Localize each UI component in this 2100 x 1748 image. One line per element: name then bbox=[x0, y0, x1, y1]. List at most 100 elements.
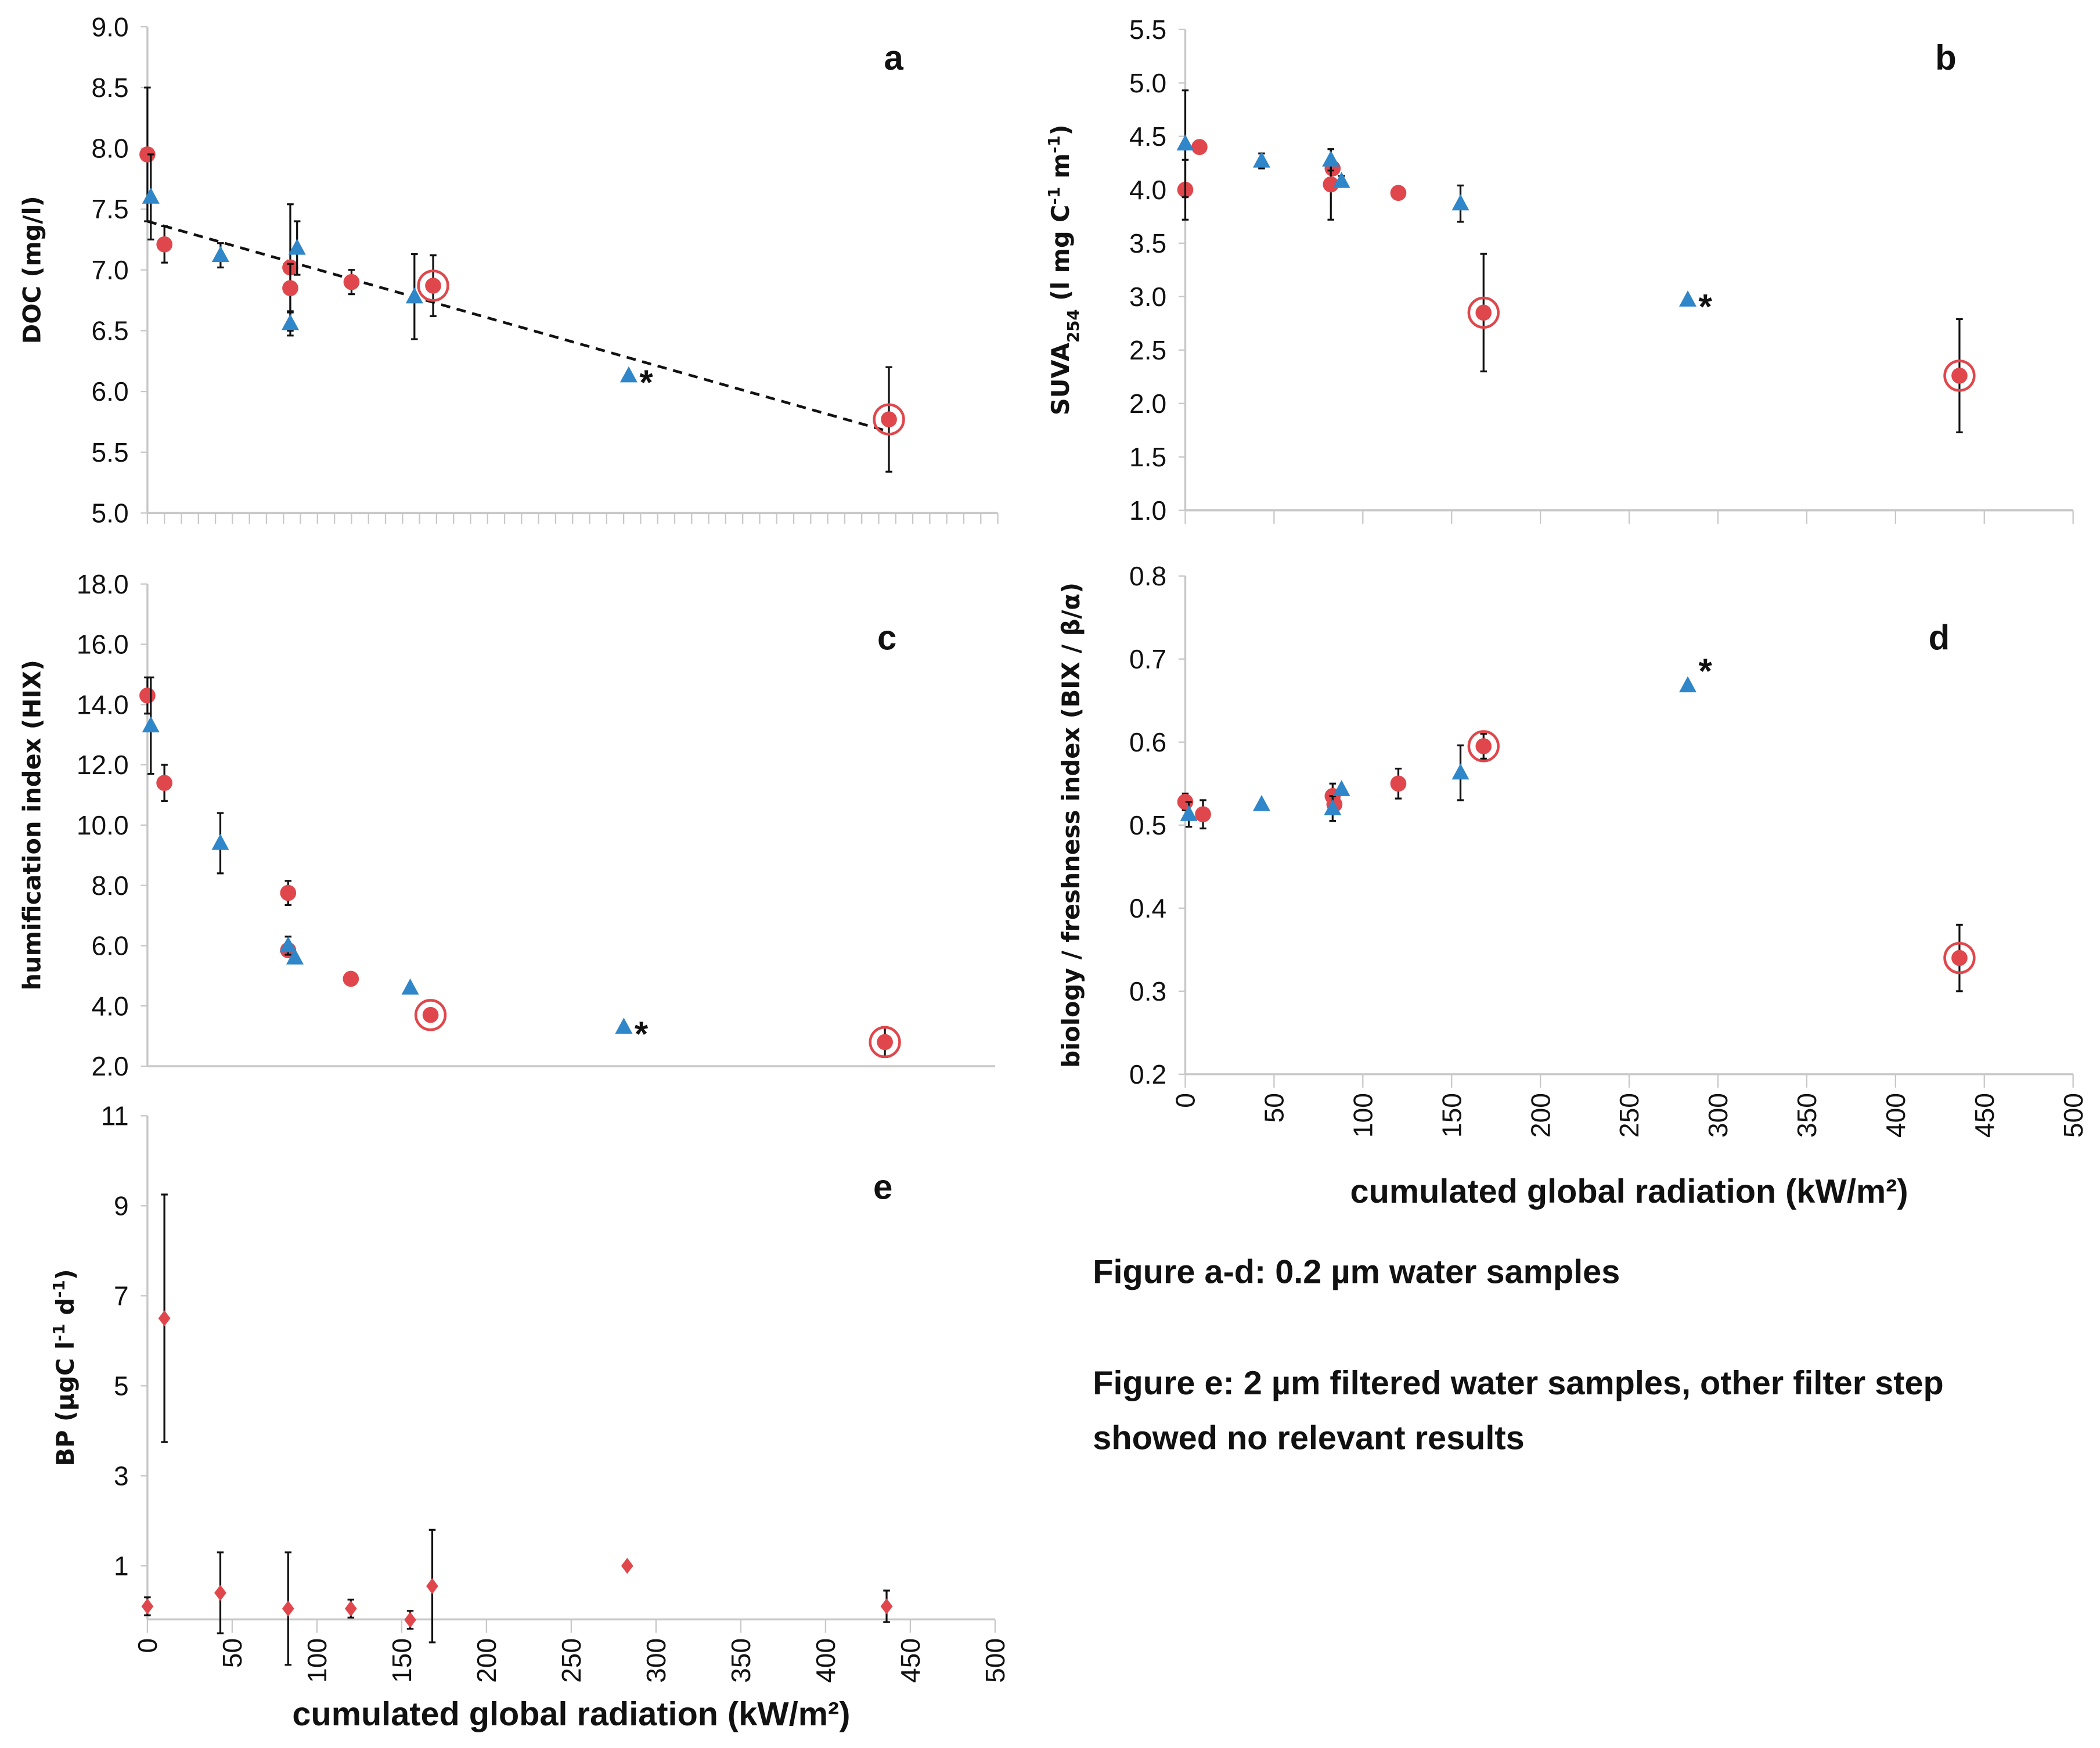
data-point-triangle bbox=[281, 314, 299, 330]
x-tick-label: 300 bbox=[1703, 1093, 1733, 1138]
y-tick-label: 5 bbox=[114, 1371, 129, 1401]
data-point-triangle bbox=[286, 948, 304, 965]
y-tick-label: 3.0 bbox=[1129, 282, 1166, 312]
x-tick-label: 50 bbox=[1259, 1093, 1289, 1123]
data-point-diamond bbox=[141, 1598, 154, 1614]
data-point-triangle bbox=[1679, 290, 1696, 307]
data-point-triangle bbox=[619, 366, 637, 383]
y-tick-label: 0.3 bbox=[1129, 976, 1166, 1006]
y-tick-label: 0.8 bbox=[1129, 561, 1166, 591]
data-point-circle bbox=[877, 1034, 893, 1051]
y-tick-label: 1.0 bbox=[1129, 495, 1166, 526]
x-tick-label: 0 bbox=[1170, 1093, 1201, 1108]
highlight-ring bbox=[414, 999, 447, 1031]
data-point-diamond bbox=[404, 1612, 416, 1628]
data-point-circle bbox=[1390, 185, 1407, 202]
panel-e: 1 3 5 7 9 11 0 50 100 150 200 250 300 350 400 450 500 e BP… bbox=[49, 1100, 1011, 1732]
y-axis-label-part: -1 bbox=[49, 1280, 69, 1298]
x-tick-label: 500 bbox=[2058, 1093, 2088, 1138]
panel-b: 1.0 1.5 2.0 2.5 3.0 3.5 4.0 4.5 5.0 5.5 b SUVA254 (… bbox=[1044, 15, 2074, 526]
panel-c: 2.0 4.0 6.0 8.0 10.0 12.0 14.0 16.0 18.0 c humific… bbox=[17, 569, 995, 1081]
x-axis-label: cumulated global radiation (kW/m²) bbox=[1350, 1173, 1908, 1210]
panel-a: 5.0 5.5 6.0 6.5 7.0 7.5 8.0 8.5 9.0 a DOC (mg/l) * bbox=[17, 12, 999, 528]
data-point-triangle bbox=[1451, 763, 1469, 780]
y-axis-label-part: DOC (mg/l) bbox=[17, 196, 46, 344]
x-tick-label: 250 bbox=[556, 1638, 586, 1683]
y-axis-label: biology / freshness index (BIX / β/α) bbox=[1057, 582, 1085, 1068]
x-tick-label: 50 bbox=[217, 1638, 247, 1668]
data-point-circle bbox=[1951, 949, 1968, 966]
asterisk-annotation: * bbox=[1698, 652, 1712, 690]
data-point-triangle bbox=[288, 238, 306, 255]
y-tick-label: 3.5 bbox=[1129, 228, 1166, 258]
y-tick-label: 7.5 bbox=[91, 194, 128, 224]
y-axis-label-part: -1 bbox=[49, 1323, 69, 1341]
data-point-triangle bbox=[1451, 194, 1469, 211]
y-axis-label-part: (l mg C bbox=[1046, 204, 1075, 309]
y-axis-label-part: biology / freshness index (BIX / β/α) bbox=[1057, 582, 1085, 1068]
x-tick-label: 100 bbox=[302, 1638, 332, 1683]
x-tick-label: 200 bbox=[1525, 1093, 1555, 1138]
x-tick-label: 150 bbox=[1436, 1093, 1467, 1138]
x-tick-label: 500 bbox=[980, 1638, 1010, 1683]
y-axis-label-part: ) bbox=[51, 1269, 80, 1280]
data-point-circle bbox=[422, 1006, 439, 1023]
y-tick-label: 0.7 bbox=[1129, 644, 1166, 674]
y-axis-label-part: ) bbox=[1046, 124, 1075, 135]
data-point-circle bbox=[156, 775, 172, 791]
y-axis-label: BP (µgC l-1 d-1) bbox=[49, 1269, 80, 1466]
y-tick-label: 7.0 bbox=[91, 255, 128, 285]
y-tick-label: 12.0 bbox=[77, 750, 129, 780]
data-point-triangle bbox=[211, 246, 229, 262]
panel-label: c bbox=[877, 618, 896, 657]
y-tick-label: 10.0 bbox=[77, 810, 129, 840]
x-tick-label: 450 bbox=[895, 1638, 925, 1683]
y-tick-label: 6.0 bbox=[91, 376, 128, 407]
data-point-triangle bbox=[1176, 134, 1194, 151]
y-tick-label: 4.5 bbox=[1129, 121, 1166, 152]
x-tick-label: 400 bbox=[811, 1638, 841, 1683]
y-axis-label-part: humification index (HIX) bbox=[17, 660, 46, 990]
data-point-triangle bbox=[401, 978, 419, 995]
data-point-circle bbox=[282, 280, 298, 296]
data-point-circle bbox=[139, 687, 156, 704]
panel-label: b bbox=[1935, 38, 1957, 77]
x-tick-label: 250 bbox=[1614, 1093, 1644, 1138]
data-point-circle bbox=[1475, 738, 1492, 754]
highlight-ring bbox=[1943, 359, 1976, 392]
y-axis-label-part: SUVA bbox=[1046, 343, 1075, 415]
y-tick-label: 4.0 bbox=[91, 991, 128, 1021]
asterisk-annotation: * bbox=[639, 363, 653, 402]
data-point-circle bbox=[1191, 139, 1208, 155]
y-tick-label: 6.0 bbox=[91, 931, 128, 961]
data-point-triangle bbox=[279, 936, 297, 952]
y-tick-label: 0.4 bbox=[1129, 893, 1166, 923]
highlight-ring bbox=[869, 1026, 901, 1059]
trendline bbox=[147, 220, 889, 433]
y-axis-label-part: -1 bbox=[1044, 135, 1063, 153]
data-point-triangle bbox=[1324, 799, 1342, 815]
x-tick-label: 450 bbox=[1969, 1093, 2000, 1138]
data-point-diamond bbox=[344, 1600, 357, 1617]
y-tick-label: 2.0 bbox=[91, 1051, 128, 1081]
data-point-triangle bbox=[1180, 805, 1198, 821]
x-tick-label: 150 bbox=[387, 1638, 417, 1683]
highlight-ring bbox=[417, 269, 449, 302]
y-tick-label: 2.5 bbox=[1129, 335, 1166, 365]
x-tick-label: 350 bbox=[726, 1638, 756, 1683]
data-point-circle bbox=[280, 884, 297, 901]
x-tick-label: 350 bbox=[1792, 1093, 1822, 1138]
data-point-triangle bbox=[1252, 794, 1270, 811]
y-tick-label: 6.5 bbox=[91, 316, 128, 346]
y-tick-label: 7 bbox=[114, 1281, 129, 1311]
y-tick-label: 8.5 bbox=[91, 73, 128, 103]
data-point-triangle bbox=[1679, 676, 1696, 693]
y-tick-label: 0.5 bbox=[1129, 810, 1166, 840]
x-tick-label: 200 bbox=[471, 1638, 502, 1683]
y-tick-label: 1 bbox=[114, 1551, 129, 1581]
data-point-triangle bbox=[1252, 151, 1270, 168]
data-point-triangle bbox=[211, 833, 229, 850]
y-tick-label: 8.0 bbox=[91, 134, 128, 164]
data-point-circle bbox=[1195, 806, 1211, 823]
data-point-circle bbox=[343, 274, 360, 290]
